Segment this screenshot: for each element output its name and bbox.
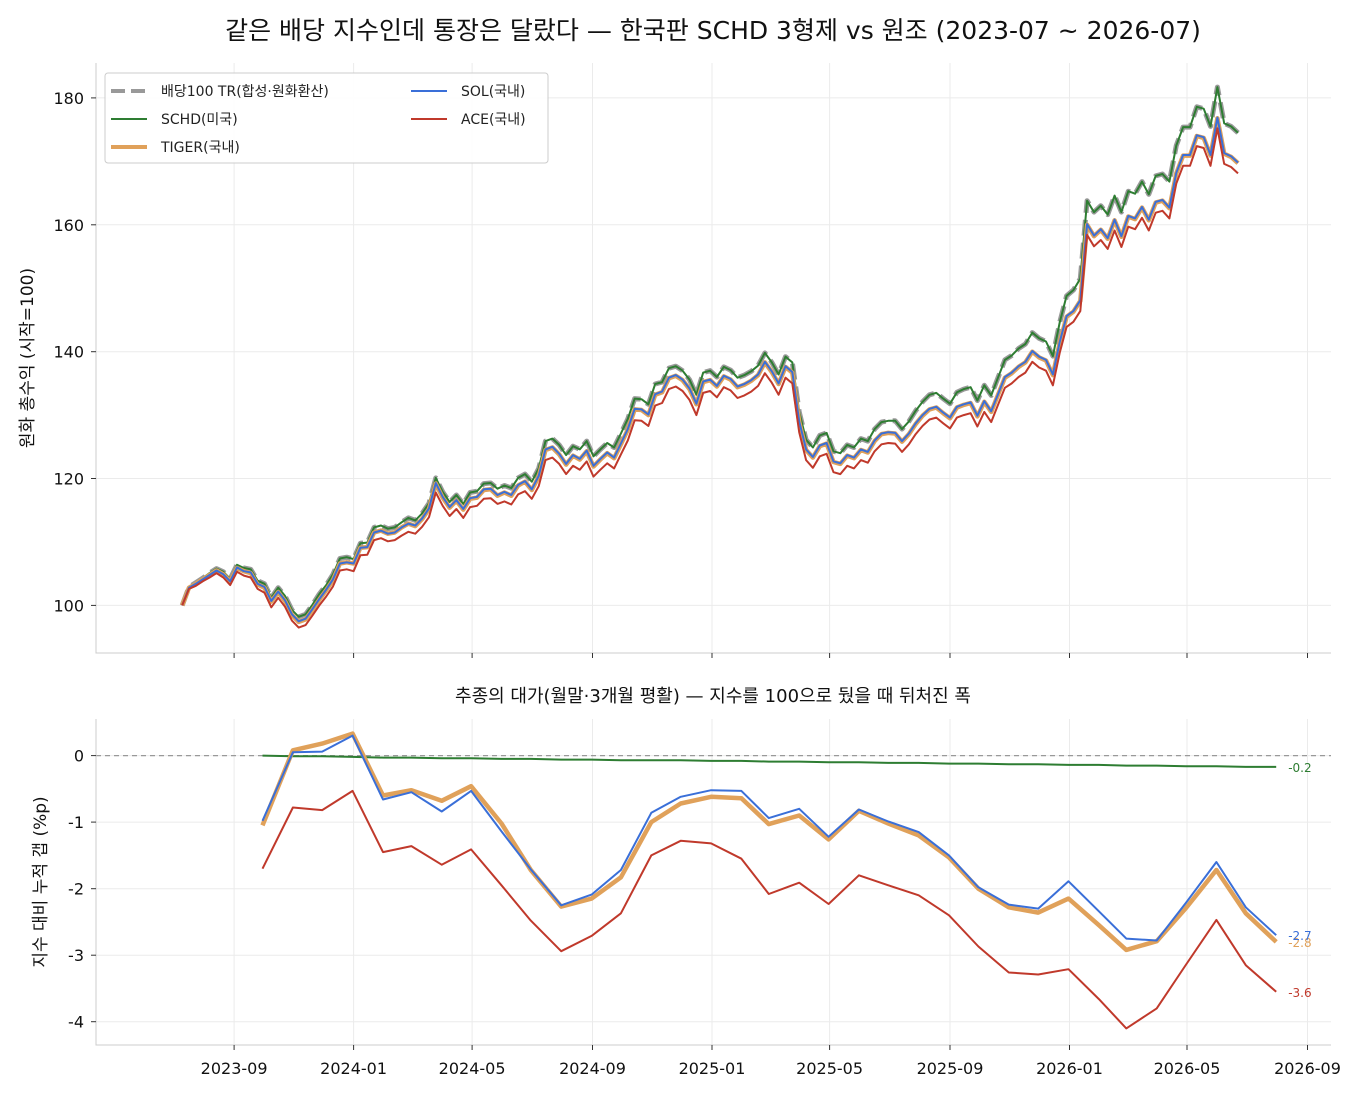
- legend-entry-schd: SCHD(미국): [111, 112, 238, 128]
- chart-title: 같은 배당 지수인데 통장은 달랐다 — 한국판 SCHD 3형제 vs 원조 …: [225, 16, 1201, 45]
- x-tick-label-2: 2024-05: [439, 1059, 506, 1078]
- legend-box: [104, 72, 549, 164]
- end-label-tiger: -2.8: [1288, 936, 1311, 950]
- bottom-end-labels: -0.2 -2.8-2.7 -3.6: [1288, 761, 1311, 1000]
- legend-label-tiger: TIGER(국내): [160, 140, 240, 156]
- bottom-y-tick-label-1: -1: [68, 813, 84, 832]
- x-tick-label-1: 2024-01: [320, 1059, 387, 1078]
- x-tick-label-3: 2024-09: [559, 1059, 626, 1078]
- x-tick-label-7: 2026-01: [1036, 1059, 1103, 1078]
- legend: 배당100 TR(합성·원화환산) SCHD(미국) TIGER(국내) SOL…: [104, 72, 549, 164]
- bottom-panel-title: 추종의 대가(월말·3개월 평활) — 지수를 100으로 뒀을 때 뒤처진 폭: [455, 686, 971, 707]
- end-label-sol: -2.7: [1288, 929, 1311, 943]
- top-series-line-sol: [181, 116, 1239, 623]
- x-tick-label-6: 2025-09: [917, 1059, 984, 1078]
- gap-series-line-tiger: [260, 731, 1278, 953]
- legend-label-schd: SCHD(미국): [161, 112, 238, 128]
- x-tick-label-5: 2025-05: [796, 1059, 863, 1078]
- end-label-schd: -0.2: [1288, 761, 1311, 775]
- bottom-gridlines: [96, 719, 1331, 1045]
- top-y-ticks: 100 120 140 160 180: [53, 89, 96, 615]
- bottom-panel: 추종의 대가(월말·3개월 평활) — 지수를 100으로 뒀을 때 뒤처진 폭…: [31, 686, 1341, 1078]
- top-y-tick-label-4: 180: [53, 89, 84, 108]
- top-y-tick-label-1: 120: [53, 470, 84, 489]
- x-tick-label-9: 2026-09: [1274, 1059, 1341, 1078]
- legend-label-ace: ACE(국내): [461, 112, 526, 128]
- bottom-y-tick-label-4: -4: [68, 1013, 84, 1032]
- top-series-group: [179, 84, 1240, 629]
- x-tick-label-0: 2023-09: [201, 1059, 268, 1078]
- bottom-y-tick-label-3: -3: [68, 946, 84, 965]
- top-x-ticks: [233, 653, 1308, 658]
- top-panel: 100 120 140 160 180 원화 총수익 (시작=100) 배당100 TR…: [18, 63, 1331, 658]
- top-y-tick-label-2: 140: [53, 343, 84, 362]
- bottom-y-ticks: 0 -1 -2 -3 -4: [68, 747, 96, 1032]
- legend-entry-ace: ACE(국내): [411, 112, 526, 128]
- legend-label-index: 배당100 TR(합성·원화환산): [161, 84, 329, 100]
- gap-series-line-ace: [261, 789, 1277, 1030]
- x-tick-label-8: 2026-05: [1154, 1059, 1221, 1078]
- legend-entry-sol: SOL(국내): [411, 84, 525, 100]
- bottom-x-ticks: 2023-09 2024-01 2024-05 2024-09 2025-01 2025-…: [201, 1045, 1341, 1078]
- gap-series-line-schd: [262, 754, 1277, 768]
- bottom-y-axis-label: 지수 대비 누적 갭 (%p): [31, 796, 51, 967]
- legend-entry-tiger: TIGER(국내): [111, 140, 240, 156]
- top-y-tick-label-3: 160: [53, 216, 84, 235]
- bottom-axes-spine: [95, 719, 1331, 1046]
- top-y-tick-label-0: 100: [53, 596, 84, 615]
- bottom-y-tick-label-2: -2: [68, 880, 84, 899]
- top-series-line-ace: [181, 127, 1239, 629]
- end-label-ace: -3.6: [1288, 986, 1311, 1000]
- bottom-y-tick-label-0: 0: [74, 747, 84, 766]
- legend-entry-index: 배당100 TR(합성·원화환산): [111, 84, 329, 100]
- top-y-axis-label: 원화 총수익 (시작=100): [18, 268, 38, 448]
- top-axes-spine: [95, 63, 1331, 654]
- bottom-series-group: [260, 731, 1278, 1030]
- x-tick-label-4: 2025-01: [679, 1059, 746, 1078]
- gap-series-line-sol: [261, 734, 1277, 942]
- legend-label-sol: SOL(국내): [461, 84, 525, 100]
